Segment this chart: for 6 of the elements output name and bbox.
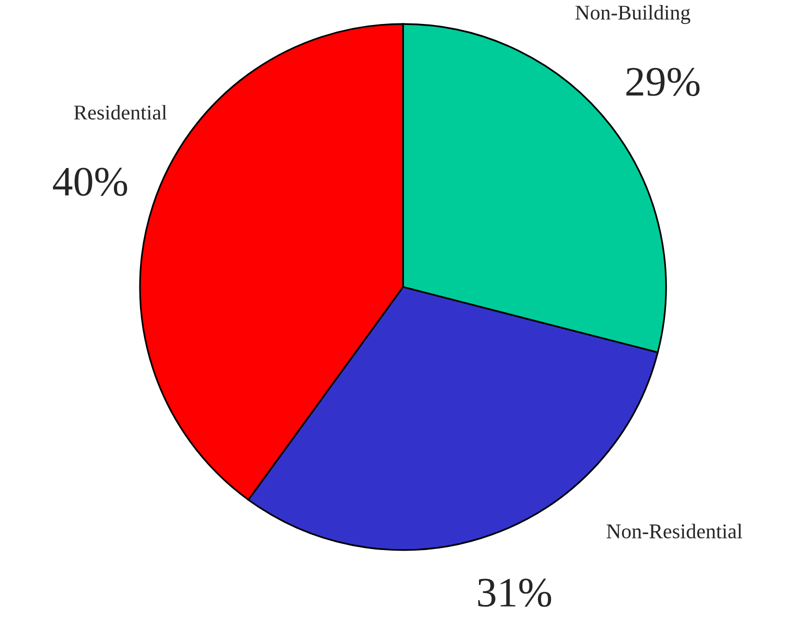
data-label: 40% bbox=[52, 168, 128, 196]
data-label: 31% bbox=[478, 578, 552, 607]
slice-label: Non-Building bbox=[575, 5, 690, 24]
slice-label: Non-Residential bbox=[606, 524, 742, 538]
data-label: 29% bbox=[626, 68, 700, 96]
slice-label: Residential bbox=[74, 104, 167, 120]
